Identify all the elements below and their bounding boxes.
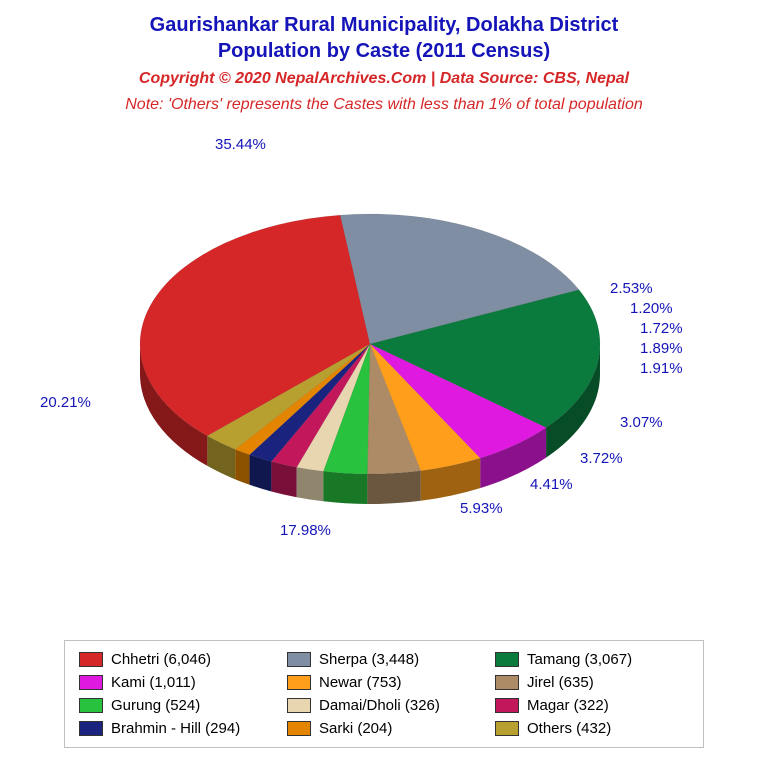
legend-label: Chhetri (6,046) — [111, 651, 211, 668]
pct-label: 3.07% — [620, 414, 663, 431]
pie-side — [367, 471, 420, 504]
pct-label: 5.93% — [460, 500, 503, 517]
legend-label: Sherpa (3,448) — [319, 651, 419, 668]
title-block: Gaurishankar Rural Municipality, Dolakha… — [0, 0, 768, 114]
legend-item: Chhetri (6,046) — [79, 651, 273, 668]
legend: Chhetri (6,046) Sherpa (3,448) Tamang (3,0… — [64, 640, 704, 748]
legend-item: Magar (322) — [495, 697, 689, 714]
pie-side — [323, 471, 367, 504]
pie-chart: 35.44% 20.21% 17.98% 5.93% 4.41% 3.72% 3.07% 1.… — [0, 124, 768, 564]
pie-side — [297, 467, 324, 501]
legend-item: Kami (1,011) — [79, 674, 273, 691]
legend-swatch — [287, 652, 311, 667]
legend-label: Newar (753) — [319, 674, 402, 691]
legend-item: Jirel (635) — [495, 674, 689, 691]
pct-label: 35.44% — [215, 136, 266, 153]
legend-item: Others (432) — [495, 720, 689, 737]
legend-swatch — [287, 698, 311, 713]
legend-item: Brahmin - Hill (294) — [79, 720, 273, 737]
pie-side — [235, 449, 249, 484]
legend-swatch — [287, 675, 311, 690]
legend-label: Brahmin - Hill (294) — [111, 720, 240, 737]
pct-label: 2.53% — [610, 280, 653, 297]
pct-label: 1.91% — [640, 360, 683, 377]
legend-item: Tamang (3,067) — [495, 651, 689, 668]
legend-label: Kami (1,011) — [111, 674, 196, 691]
note-line: Note: 'Others' represents the Castes wit… — [0, 96, 768, 114]
title-line-1: Gaurishankar Rural Municipality, Dolakha… — [0, 12, 768, 38]
legend-swatch — [495, 652, 519, 667]
legend-swatch — [79, 721, 103, 736]
legend-item: Newar (753) — [287, 674, 481, 691]
legend-item: Damai/Dholi (326) — [287, 697, 481, 714]
pct-label: 1.20% — [630, 300, 673, 317]
legend-item: Sherpa (3,448) — [287, 651, 481, 668]
legend-label: Sarki (204) — [319, 720, 392, 737]
legend-swatch — [495, 721, 519, 736]
legend-swatch — [287, 721, 311, 736]
legend-swatch — [79, 698, 103, 713]
pie-side — [271, 461, 296, 497]
legend-label: Others (432) — [527, 720, 611, 737]
copyright-line: Copyright © 2020 NepalArchives.Com | Dat… — [0, 70, 768, 88]
legend-item: Sarki (204) — [287, 720, 481, 737]
legend-label: Tamang (3,067) — [527, 651, 632, 668]
legend-swatch — [79, 652, 103, 667]
pct-label: 3.72% — [580, 450, 623, 467]
legend-label: Jirel (635) — [527, 674, 594, 691]
title-line-2: Population by Caste (2011 Census) — [0, 38, 768, 64]
pct-label: 17.98% — [280, 522, 331, 539]
pct-label: 1.89% — [640, 340, 683, 357]
pct-label: 20.21% — [40, 394, 91, 411]
legend-item: Gurung (524) — [79, 697, 273, 714]
legend-swatch — [495, 698, 519, 713]
legend-label: Magar (322) — [527, 697, 609, 714]
legend-label: Gurung (524) — [111, 697, 200, 714]
legend-swatch — [495, 675, 519, 690]
legend-label: Damai/Dholi (326) — [319, 697, 440, 714]
pct-label: 1.72% — [640, 320, 683, 337]
legend-swatch — [79, 675, 103, 690]
pct-label: 4.41% — [530, 476, 573, 493]
